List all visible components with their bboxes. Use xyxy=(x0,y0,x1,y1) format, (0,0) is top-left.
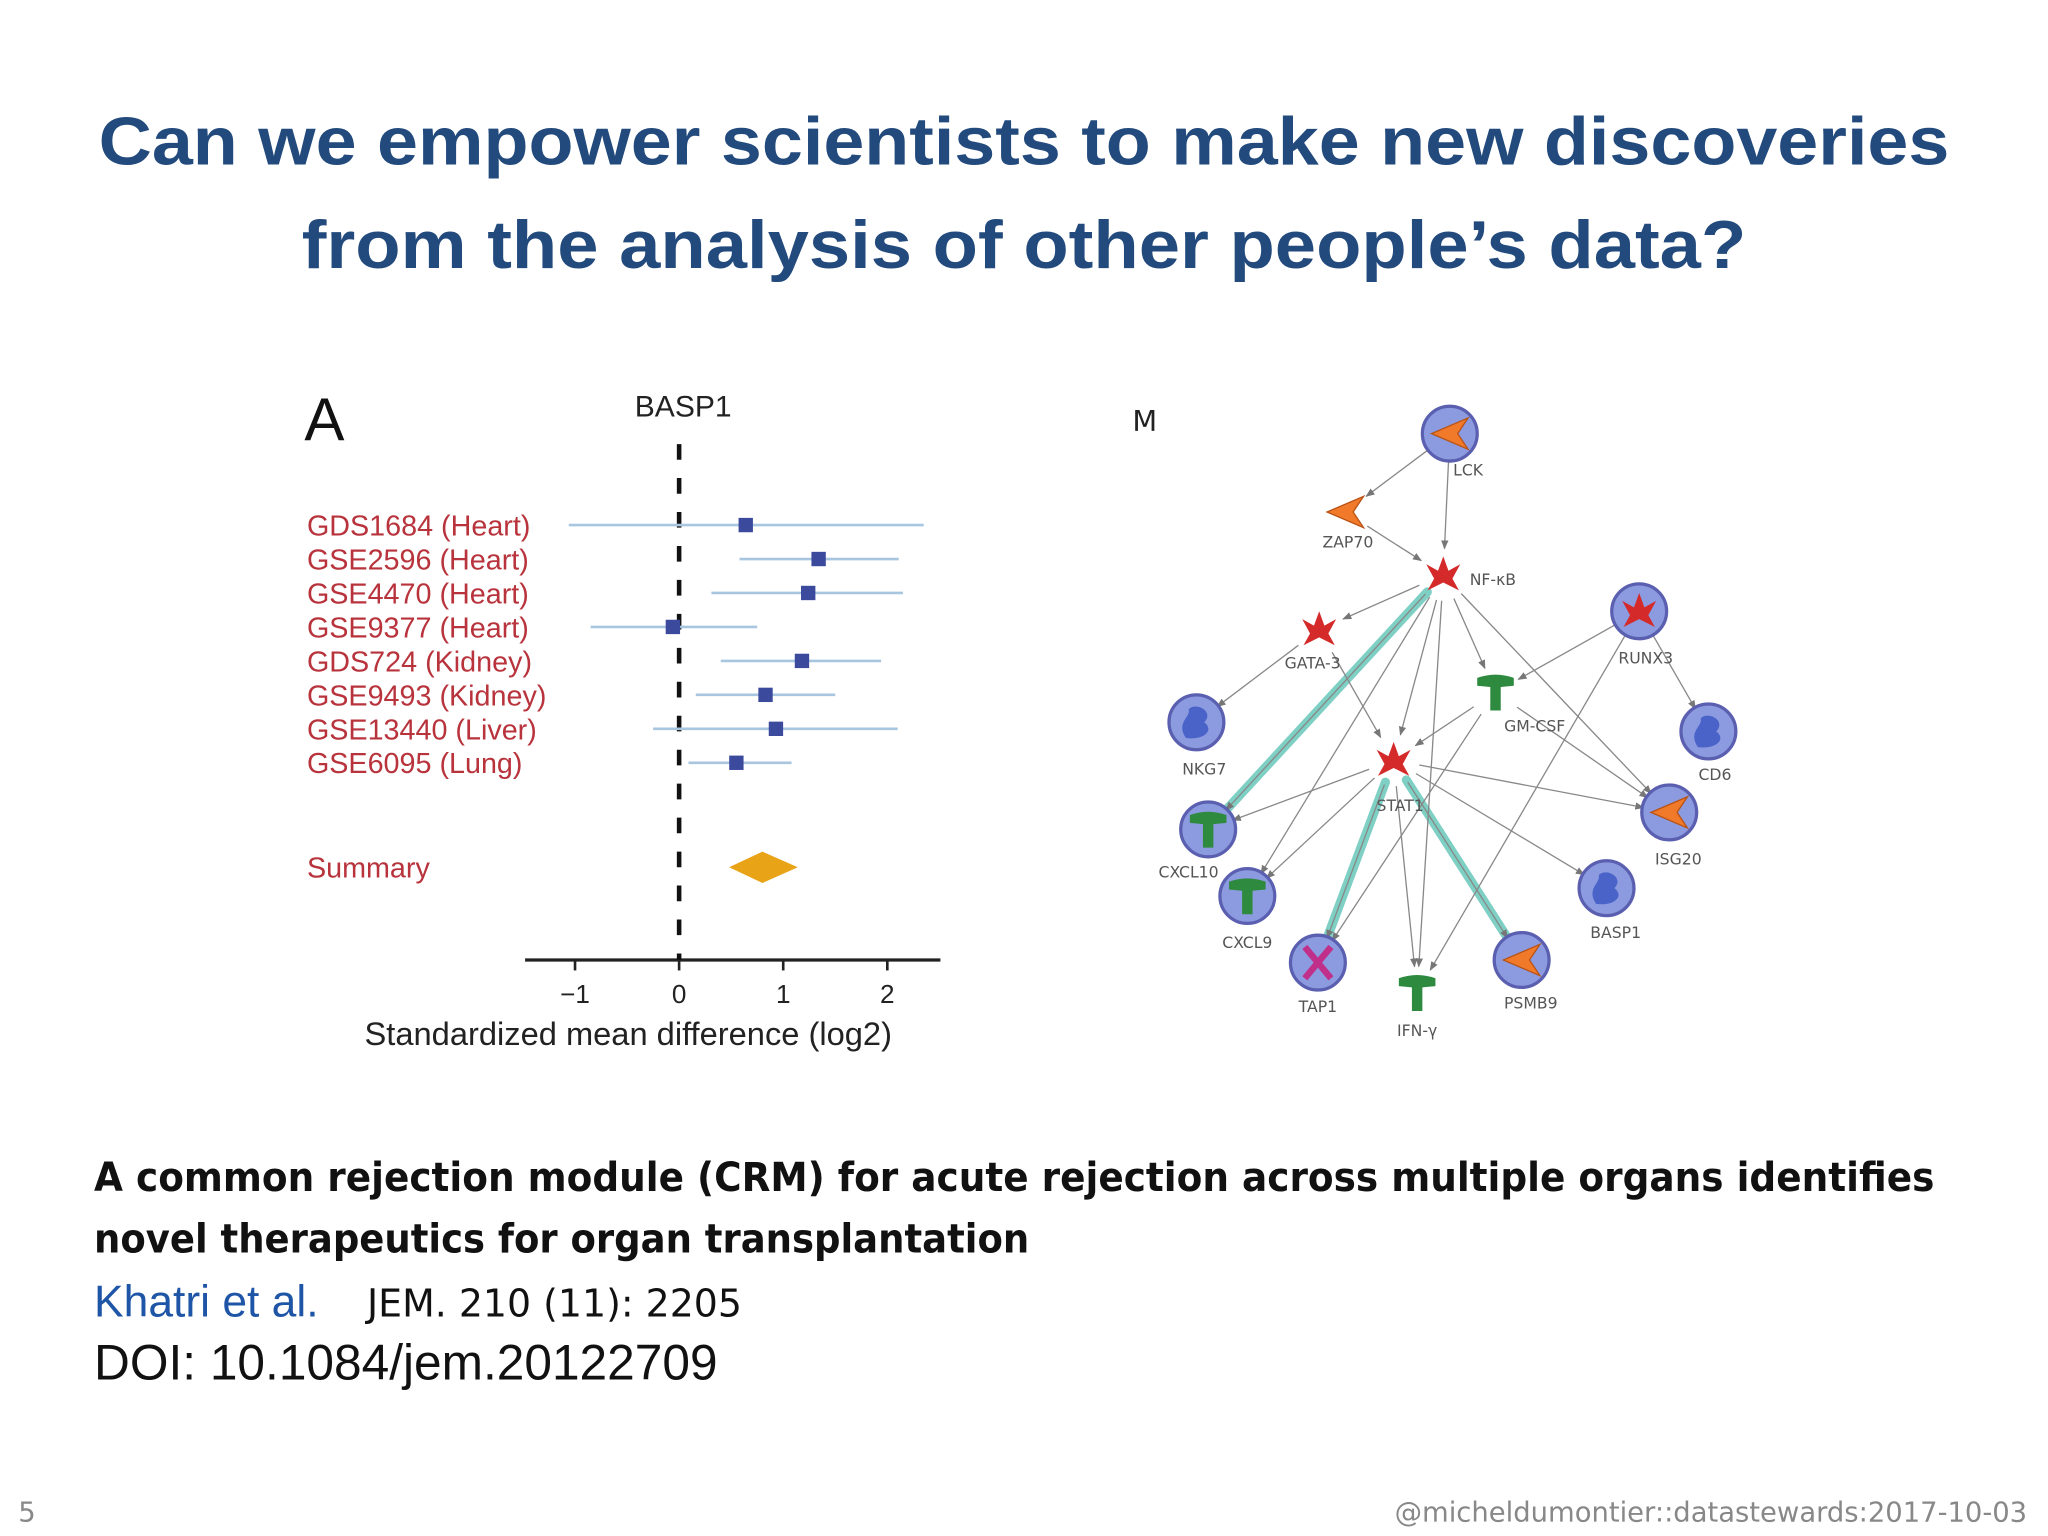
study-label: GSE13440 (Liver) xyxy=(307,714,537,746)
effect-marker xyxy=(738,517,753,533)
node-label: STAT1 xyxy=(1377,796,1424,815)
node-icon xyxy=(1229,878,1266,915)
node-icon xyxy=(1325,494,1366,530)
edge xyxy=(1414,706,1475,747)
edge xyxy=(1331,713,1482,942)
edge xyxy=(1460,593,1652,795)
edge xyxy=(1216,644,1299,708)
x-tick-label: 1 xyxy=(776,979,791,1009)
node-icon xyxy=(1189,811,1227,848)
node-icon xyxy=(1302,944,1334,981)
node-label: ZAP70 xyxy=(1323,532,1374,551)
x-tick-label: 0 xyxy=(672,979,687,1009)
edge xyxy=(1415,773,1585,876)
forest-plot: A BASP1 Standardized mean difference (lo… xyxy=(304,386,941,1052)
node-label: BASP1 xyxy=(1590,923,1641,942)
node-icon xyxy=(1429,416,1470,451)
effect-marker xyxy=(801,585,816,601)
node-label: GM-CSF xyxy=(1504,716,1565,735)
study-label: GDS1684 (Heart) xyxy=(307,511,530,543)
paper-title: A common rejection module (CRM) for acut… xyxy=(94,1153,1934,1201)
summary-diamond xyxy=(729,851,798,883)
summary-label: Summary xyxy=(307,853,431,885)
edge xyxy=(1260,596,1431,875)
edge xyxy=(1331,651,1382,739)
authors: Khatri et al. xyxy=(94,1278,319,1327)
node-icon xyxy=(1592,872,1619,905)
node-label: CXCL10 xyxy=(1159,863,1219,882)
study-label: GSE9377 (Heart) xyxy=(307,612,529,644)
footer-credit: @micheldumontier::datastewards:2017-10-0… xyxy=(1395,1498,2028,1529)
edge xyxy=(1365,448,1430,497)
edge xyxy=(1441,459,1450,550)
node-label: IFN-γ xyxy=(1397,1021,1437,1040)
edge xyxy=(1326,784,1386,940)
edge xyxy=(1395,786,1418,968)
study-label: GSE2596 (Heart) xyxy=(307,544,529,576)
effect-marker xyxy=(768,721,784,736)
effect-marker xyxy=(665,619,681,635)
page-number: 5 xyxy=(18,1498,35,1529)
edge xyxy=(1651,633,1696,710)
x-tick-label: −1 xyxy=(560,979,590,1009)
study-label: GSE6095 (Lung) xyxy=(307,748,523,780)
node-label: CD6 xyxy=(1698,765,1731,784)
node-label: GATA-3 xyxy=(1285,654,1341,673)
node-icon xyxy=(1182,706,1209,739)
node-label: NF-κB xyxy=(1470,570,1516,589)
node-icon xyxy=(1477,674,1514,711)
edge xyxy=(1366,525,1423,562)
edge xyxy=(1453,598,1486,670)
node-icon xyxy=(1398,975,1436,1011)
node-icon xyxy=(1694,715,1721,748)
x-axis-label: Standardized mean difference (log2) xyxy=(365,1015,892,1052)
edge xyxy=(1398,599,1438,736)
edge xyxy=(1415,600,1443,968)
edge xyxy=(1429,633,1627,971)
chart-title: BASP1 xyxy=(635,391,732,424)
study-label: GDS724 (Kidney) xyxy=(307,646,532,678)
edge xyxy=(1265,777,1375,879)
network-diagram: M LCK ZAP70 NF-κB GATA-3 RUNX3 GM-CSF CD6 NKG7 S… xyxy=(1132,404,1738,1040)
x-tick-label: 2 xyxy=(880,979,895,1009)
node-label: TAP1 xyxy=(1298,997,1337,1016)
edge xyxy=(1419,764,1645,810)
edge xyxy=(1516,706,1649,799)
panel-label: M xyxy=(1132,404,1157,438)
effect-marker xyxy=(811,551,826,567)
node-icon xyxy=(1501,942,1542,978)
node-icon xyxy=(1426,556,1461,591)
edge xyxy=(1231,768,1370,821)
node-label: ISG20 xyxy=(1655,850,1702,869)
slide-title: Can we empower scientists to make new di… xyxy=(99,105,1950,180)
journal: JEM. 210 (11): 2205 xyxy=(365,1282,742,1326)
edge xyxy=(1407,781,1509,939)
paper-title: novel therapeutics for organ transplanta… xyxy=(94,1215,1029,1263)
doi: DOI: 10.1084/jem.20122709 xyxy=(94,1334,718,1390)
study-label: GSE4470 (Heart) xyxy=(307,578,529,610)
node-icon xyxy=(1622,592,1657,627)
edge xyxy=(1225,593,1427,811)
panel-label: A xyxy=(304,386,344,453)
node-label: NKG7 xyxy=(1182,760,1226,779)
edge xyxy=(1342,584,1420,620)
node-icon xyxy=(1649,795,1690,830)
node-icon xyxy=(1376,741,1411,776)
slide-title: from the analysis of other people’s data… xyxy=(302,208,1747,283)
node-label: CXCL9 xyxy=(1222,933,1272,952)
effect-marker xyxy=(729,755,744,770)
node-label: RUNX3 xyxy=(1618,649,1673,668)
node-label: LCK xyxy=(1453,460,1484,479)
effect-marker xyxy=(794,653,810,669)
edge xyxy=(1517,623,1617,680)
node-icon xyxy=(1302,611,1337,646)
study-label: GSE9493 (Kidney) xyxy=(307,680,546,712)
effect-marker xyxy=(758,687,773,703)
node-label: PSMB9 xyxy=(1504,993,1558,1012)
